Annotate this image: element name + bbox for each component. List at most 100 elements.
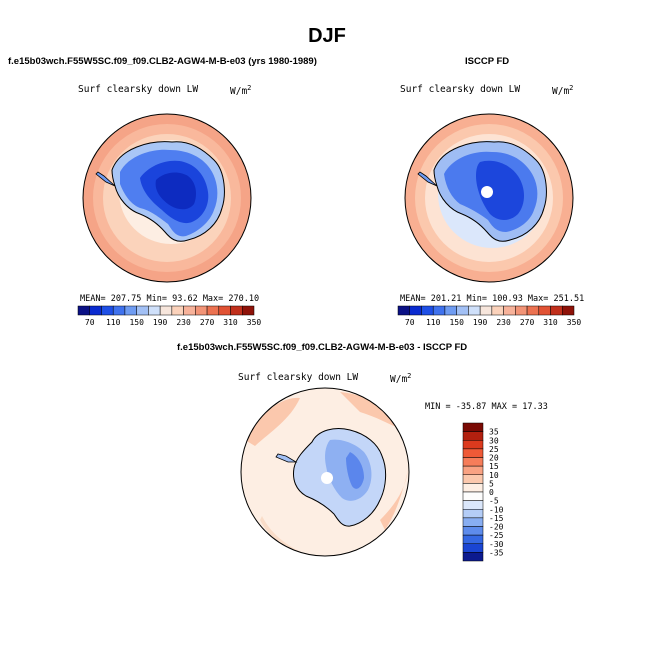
panel3-heading: f.e15b03wch.F55W5SC.f09_f09.CLB2-AGW4-M-… [177, 342, 468, 353]
colorbar2-tick-label: 150 [449, 318, 464, 327]
map3-ocean-warm-w [245, 397, 300, 446]
colorbar3-swatch [462, 457, 484, 467]
colorbar2-swatch [397, 305, 410, 316]
colorbar1-swatch [148, 305, 161, 316]
colorbar2-swatch [444, 305, 457, 316]
colorbar1-swatch [242, 305, 255, 316]
colorbar3-swatch [462, 440, 484, 450]
colorbar2-swatch [515, 305, 528, 316]
colorbar2-swatch [432, 305, 446, 316]
colorbar2-tick-label: 110 [426, 318, 441, 327]
colorbar2-swatch [562, 305, 575, 316]
map1-frame [82, 113, 252, 283]
panel3-variable-label: Surf clearsky down LW [238, 372, 359, 383]
colorbar3-swatch [462, 474, 484, 484]
colorbar3-tick-label: 5 [489, 479, 494, 488]
colorbar2-tick-label: 190 [473, 318, 488, 327]
colorbar2-swatch [526, 305, 540, 316]
colorbar3-tick-label: 0 [489, 488, 494, 497]
colorbar3-tick-label: -15 [489, 514, 504, 523]
colorbar1-swatch [230, 305, 243, 316]
colorbar2-tick-label: 270 [520, 318, 535, 327]
map2-peninsula [417, 171, 438, 187]
colorbar3-tick-label: -25 [489, 531, 504, 540]
colorbar1-swatch [159, 305, 173, 316]
colorbar2-swatch [421, 305, 434, 316]
colorbar1-tick-label: 230 [176, 318, 191, 327]
colorbar1-swatch [89, 305, 102, 316]
map3-coastline [293, 428, 387, 527]
map3 [240, 387, 410, 557]
colorbar2-swatch [491, 305, 504, 316]
colorbar3-tick-label: 25 [489, 445, 499, 454]
map2-ice-core [476, 160, 524, 220]
colorbar3-tick-label: 30 [489, 436, 499, 445]
colorbar3-swatch [462, 526, 484, 536]
colorbar2: 70 110 150 190 230 270 310 350 [397, 305, 582, 327]
colorbar3-tick-label: 10 [489, 471, 499, 480]
panel2-heading: ISCCP FD [465, 56, 510, 67]
map1 [82, 113, 252, 283]
colorbar1-tick-label: 350 [247, 318, 262, 327]
colorbar3-swatch [462, 517, 484, 527]
panel3-units-label: W/m2 [390, 372, 412, 386]
colorbar2-tick-label: 230 [496, 318, 511, 327]
colorbar2-tick-label: 70 [405, 318, 415, 327]
colorbar1-swatch [101, 305, 114, 316]
colorbar1-tick-label: 150 [129, 318, 144, 327]
map3-ocean-warm-e [380, 470, 408, 530]
colorbar2-swatch [538, 305, 551, 316]
map3-frame [240, 387, 410, 557]
panel1-stats: MEAN= 207.75 Min= 93.62 Max= 270.10 [80, 294, 260, 304]
map1-coastline [111, 141, 225, 242]
colorbar3-swatch [462, 509, 484, 519]
colorbar3-tick-label: -35 [489, 548, 504, 557]
map2-frame [404, 113, 574, 283]
colorbar3-tick-label: 35 [489, 428, 499, 437]
panel2-stats: MEAN= 201.21 Min= 100.93 Max= 251.51 [400, 294, 585, 304]
map2 [404, 113, 574, 283]
colorbar1-tick-label: 310 [223, 318, 238, 327]
colorbar2-tick-label: 350 [567, 318, 582, 327]
colorbar3-tick-label: 20 [489, 454, 499, 463]
colorbar1-swatch [136, 305, 149, 316]
colorbar2-swatch [550, 305, 563, 316]
map1-peninsula [95, 171, 116, 187]
panel1-units-label: W/m2 [230, 84, 252, 98]
colorbar3-swatch [462, 491, 484, 501]
colorbar2-swatch [456, 305, 469, 316]
colorbar3-swatch [462, 543, 484, 553]
colorbar1-tick-label: 70 [85, 318, 95, 327]
colorbar1: 70 110 150 190 230 270 310 350 [77, 305, 262, 327]
colorbar3-swatch [462, 500, 484, 510]
map2-pole-hole [481, 186, 493, 198]
colorbar1-swatch [206, 305, 220, 316]
panel1-heading: f.e15b03wch.F55W5SC.f09_f09.CLB2-AGW4-M-… [8, 56, 317, 67]
colorbar2-tick-label: 310 [543, 318, 558, 327]
map2-coastline [433, 141, 547, 242]
map1-ice-deep [155, 172, 196, 210]
colorbar3-swatch [462, 448, 484, 458]
colorbar3-tick-label: -20 [489, 523, 504, 532]
colorbar3-swatch [462, 431, 484, 441]
colorbar1-swatch [195, 305, 208, 316]
colorbar2-swatch [503, 305, 516, 316]
colorbar3-tick-label: -30 [489, 540, 504, 549]
colorbar3-swatch [462, 534, 484, 544]
colorbar2-swatch [409, 305, 422, 316]
panel2-units-label: W/m2 [552, 84, 574, 98]
colorbar2-swatch [468, 305, 481, 316]
page-title: DJF [308, 25, 346, 47]
colorbar3-tick-label: -10 [489, 505, 504, 514]
colorbar1-swatch [218, 305, 231, 316]
colorbar1-swatch [171, 305, 184, 316]
colorbar1-tick-label: 190 [153, 318, 168, 327]
colorbar1-tick-label: 110 [106, 318, 121, 327]
colorbar3-tick-label: -5 [489, 497, 499, 506]
colorbar1-swatch [124, 305, 137, 316]
colorbar1-swatch [77, 305, 90, 316]
panel2-variable-label: Surf clearsky down LW [400, 84, 521, 95]
panel1-variable-label: Surf clearsky down LW [78, 84, 199, 95]
